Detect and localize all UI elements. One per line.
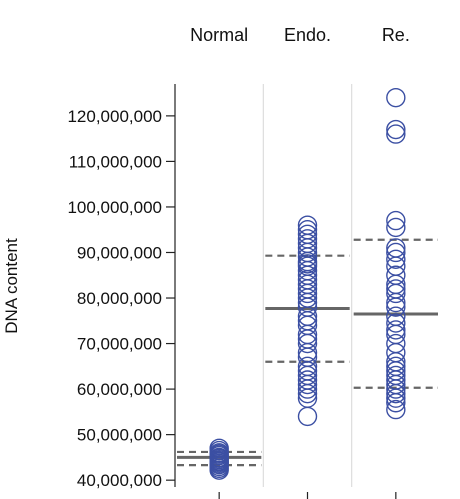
data-point <box>386 383 406 404</box>
data-point <box>386 249 406 270</box>
data-point <box>297 379 318 399</box>
data-point <box>386 238 406 258</box>
data-point <box>297 283 318 304</box>
data-points <box>209 87 406 480</box>
y-tick-label: 120,000,000 <box>67 107 162 126</box>
data-point <box>386 393 406 413</box>
data-point <box>386 313 406 333</box>
data-point <box>297 374 318 395</box>
data-point <box>386 87 406 108</box>
data-point <box>386 320 406 340</box>
data-point <box>386 379 406 399</box>
data-point <box>386 124 406 144</box>
data-point <box>386 283 406 304</box>
data-point <box>386 297 406 317</box>
data-point <box>297 383 318 404</box>
data-point <box>386 292 406 313</box>
category-label: Re. <box>382 25 410 45</box>
data-point <box>386 217 406 238</box>
data-point <box>297 333 318 354</box>
y-tick-label: 90,000,000 <box>77 243 162 262</box>
category-labels: Normal Endo. Re. <box>190 25 410 45</box>
y-tick-label: 40,000,000 <box>77 471 162 490</box>
category-bands <box>262 84 353 487</box>
y-axis: 40,000,000 50,000,000 60,000,000 70,000,000… <box>67 84 176 490</box>
data-point <box>209 460 229 480</box>
data-point <box>386 210 406 231</box>
y-tick-label: 110,000,000 <box>69 152 162 171</box>
y-axis-title: DNA content <box>2 238 21 334</box>
x-axis <box>218 492 397 499</box>
data-point <box>297 406 318 427</box>
y-tick-label: 60,000,000 <box>77 380 162 399</box>
data-point <box>386 388 406 408</box>
y-tick-label: 70,000,000 <box>77 335 162 354</box>
data-point <box>386 242 406 263</box>
data-point <box>386 399 406 420</box>
y-tick-label: 100,000,000 <box>67 198 162 217</box>
category-label: Normal <box>190 25 248 45</box>
y-tick-label: 50,000,000 <box>77 426 162 445</box>
category-label: Endo. <box>284 25 331 45</box>
data-point <box>386 119 406 140</box>
y-tick-label: 80,000,000 <box>77 289 162 308</box>
